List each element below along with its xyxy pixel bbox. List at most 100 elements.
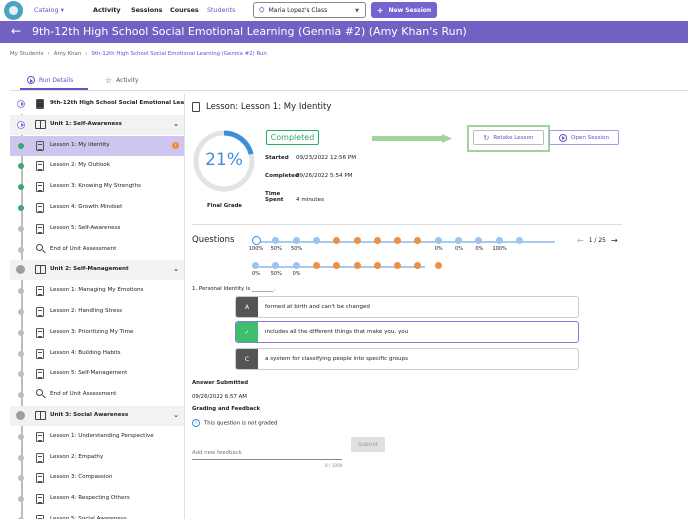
back-arrow-icon[interactable]: ←	[11, 24, 22, 38]
nav-catalog[interactable]: Catalog ▾	[34, 6, 64, 14]
tab-activity[interactable]: ☆ Activity	[105, 76, 139, 85]
sidebar-item[interactable]: Lesson 4: Building Habits	[10, 344, 184, 364]
question-dot[interactable]	[455, 237, 462, 244]
star-icon: ☆	[105, 76, 113, 85]
chevron-down-icon: ▼	[355, 8, 359, 14]
book-icon	[35, 265, 46, 275]
sidebar-item[interactable]: Lesson 3: Prioritizing My Time	[10, 323, 184, 343]
document-icon	[36, 182, 44, 193]
question-dot[interactable]	[272, 262, 280, 269]
sidebar-item-label: Lesson 5: Self-Management	[50, 370, 128, 377]
question-dot[interactable]	[394, 237, 402, 244]
sidebar-item[interactable]: Lesson 5: Self-Management	[10, 364, 184, 384]
question-dot[interactable]	[414, 237, 422, 244]
not-graded-text: This question is not graded	[204, 420, 278, 427]
prev-arrow-icon[interactable]: ←	[577, 236, 584, 245]
document-icon	[36, 327, 44, 338]
page-indicator: 1 / 25	[588, 237, 606, 244]
question-score: 100%	[248, 246, 264, 252]
question-dot[interactable]	[252, 262, 259, 269]
sidebar-item[interactable]: Lesson 2: Empathy	[10, 448, 184, 468]
sidebar-item[interactable]: Lesson 4: Respecting Others	[10, 489, 184, 509]
status-dot	[18, 142, 24, 149]
sidebar-item[interactable]: Lesson 1: Understanding Perspective	[10, 427, 184, 447]
new-session-button[interactable]: + New Session	[371, 2, 437, 18]
sidebar-item[interactable]: Lesson 2: Handling Stress	[10, 302, 184, 322]
sidebar-item[interactable]: 9th-12th High School Social Emotional Le…	[10, 94, 184, 114]
chevron-down-icon[interactable]: ⌄	[173, 265, 179, 274]
question-dot[interactable]	[292, 237, 300, 244]
nav-courses[interactable]: Courses	[170, 6, 199, 14]
answer-option: C a system for classifying people into s…	[235, 348, 579, 370]
question-dot[interactable]	[353, 262, 361, 269]
chevron-down-icon[interactable]: ⌄	[173, 411, 179, 419]
sidebar-item[interactable]: Lesson 3: Compassion	[10, 468, 184, 488]
sidebar-item[interactable]: Lesson 2: My Outlook	[10, 156, 184, 176]
sidebar-item[interactable]: End of Unit Assessment	[10, 385, 184, 405]
question-dot[interactable]	[252, 236, 261, 245]
completed-row: Completed09/26/2022 5:54 PM	[265, 173, 353, 179]
question-dot[interactable]	[272, 237, 280, 244]
sidebar-item[interactable]: Lesson 1: My Identity!	[10, 135, 184, 156]
sidebar-item-label: Lesson 4: Respecting Others	[50, 495, 130, 502]
question-dot[interactable]	[434, 237, 442, 244]
retake-lesson-button[interactable]: ↻ Retake Lesson	[473, 130, 544, 145]
question-dot[interactable]	[312, 237, 320, 244]
not-graded-note: i This question is not graded	[192, 419, 277, 427]
status-dot	[16, 265, 25, 275]
question-dot[interactable]	[333, 262, 341, 269]
question-dot[interactable]	[394, 262, 402, 269]
status-dot	[18, 184, 24, 191]
sidebar-item[interactable]: Lesson 3: Knowing My Strengths	[10, 177, 184, 197]
breadcrumb-student[interactable]: Amy Khan	[53, 51, 82, 57]
nav-activity[interactable]: Activity	[93, 6, 121, 14]
answer-letter: A	[236, 297, 258, 317]
feedback-input[interactable]	[192, 442, 342, 460]
status-dot	[18, 371, 24, 378]
sidebar-unit[interactable]: Unit 2: Self-Management ⌄	[10, 260, 184, 281]
submit-button[interactable]: Submit	[351, 437, 385, 452]
question-score: 0%	[455, 246, 463, 252]
sidebar-item[interactable]: Lesson 5: Social Awareness	[10, 510, 184, 519]
time-spent-label: Time Spent	[265, 191, 284, 203]
sidebar-item[interactable]: Lesson 1: Managing My Emotions	[10, 281, 184, 301]
sidebar-item-label: End of Unit Assessment	[50, 245, 117, 252]
sidebar-unit[interactable]: Unit 1: Self-Awareness ⌄	[10, 114, 184, 135]
question-dot[interactable]	[373, 237, 381, 244]
tab-run-details[interactable]: Run Details	[27, 76, 73, 84]
question-dot[interactable]	[515, 237, 523, 244]
document-icon	[36, 494, 44, 505]
sidebar-item[interactable]: Lesson 4: Growth Mindset	[10, 198, 184, 218]
open-session-button[interactable]: Open Session	[549, 130, 619, 145]
question-dot[interactable]	[333, 237, 341, 244]
sidebar-item-label: Lesson 4: Growth Mindset	[50, 204, 123, 210]
sidebar-item[interactable]: End of Unit Assessment	[10, 240, 184, 260]
question-dot[interactable]	[414, 262, 422, 269]
question-dot[interactable]	[292, 262, 300, 269]
document-icon	[36, 203, 44, 213]
question-dot[interactable]	[434, 262, 442, 269]
question-dot[interactable]	[353, 237, 361, 244]
document-icon	[36, 286, 44, 297]
question-dot[interactable]	[373, 262, 381, 269]
logo-icon[interactable]	[4, 1, 23, 20]
sidebar-item-label: Lesson 2: Empathy	[50, 453, 104, 460]
alert-badge: !	[172, 141, 179, 149]
breadcrumb-my-students[interactable]: My Students	[10, 51, 44, 57]
document-icon	[36, 223, 44, 234]
class-select[interactable]: ⛭ Maria Lopez's Class ▼	[253, 2, 366, 18]
question-dot[interactable]	[312, 262, 320, 269]
book-icon	[35, 411, 46, 420]
nav-sessions[interactable]: Sessions	[131, 6, 163, 14]
sidebar-item[interactable]: Lesson 5: Self-Awareness	[10, 219, 184, 239]
answer-text: formed at birth and can't be changed	[265, 304, 370, 310]
status-dot	[18, 309, 24, 315]
question-dot[interactable]	[495, 237, 503, 244]
chevron-down-icon[interactable]: ⌄	[173, 119, 179, 128]
question-dot[interactable]	[475, 237, 483, 244]
next-arrow-icon[interactable]: →	[611, 236, 618, 245]
sidebar-unit[interactable]: Unit 3: Social Awareness ⌄	[10, 406, 184, 426]
nav-students[interactable]: Students	[207, 6, 236, 14]
status-dot	[18, 392, 24, 399]
